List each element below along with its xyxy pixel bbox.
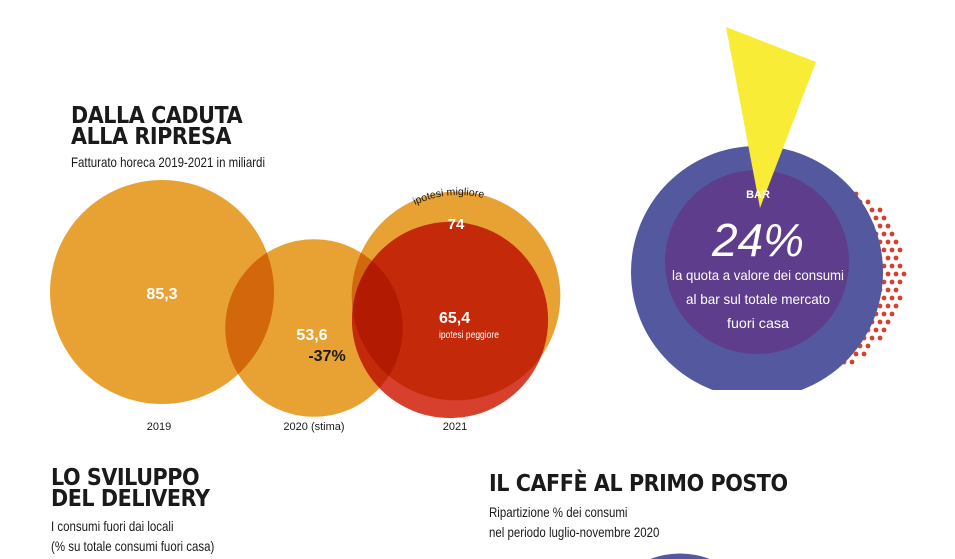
halftone-dot <box>881 231 887 237</box>
coffee-subtitle-line1: Ripartizione % dei consumi <box>489 504 628 520</box>
halftone-dot <box>889 311 895 317</box>
halftone-dot <box>889 231 895 237</box>
bubble-2021-worst <box>351 221 549 419</box>
halftone-dot <box>889 247 895 253</box>
halftone-dot <box>861 351 867 357</box>
category-label-2019: 2019 <box>147 421 171 433</box>
halftone-dot <box>897 247 903 253</box>
halftone-dot <box>893 271 899 277</box>
halftone-dot <box>893 303 899 309</box>
section-title-line1: DALLA CADUTA <box>71 103 243 129</box>
section-subtitle: Fatturato horeca 2019-2021 in miliardi <box>71 154 265 170</box>
halftone-dot <box>893 287 899 293</box>
halftone-dot <box>877 223 883 229</box>
halftone-dot <box>897 279 903 285</box>
halftone-dot <box>881 327 887 333</box>
halftone-dot <box>881 311 887 317</box>
bubble-2019 <box>50 180 274 404</box>
delivery-title-line2: DEL DELIVERY <box>51 486 210 512</box>
halftone-dot <box>897 263 903 269</box>
bar-callout: BAR 24% la quota a valore dei consumi al… <box>631 27 907 390</box>
halftone-dot <box>885 255 891 261</box>
halftone-dot <box>885 287 891 293</box>
bar-inner-circle <box>665 170 849 354</box>
coffee-title: IL CAFFÈ AL PRIMO POSTO <box>489 471 788 497</box>
value-label-2021-worst: 65,4 <box>439 310 470 327</box>
halftone-dot <box>873 215 879 221</box>
change-label-2020: -37% <box>308 348 345 365</box>
halftone-dot <box>873 327 879 333</box>
value-label-2019: 85,3 <box>146 286 177 303</box>
halftone-dot <box>889 263 895 269</box>
halftone-dot <box>889 279 895 285</box>
halftone-dot <box>893 255 899 261</box>
halftone-dot <box>901 271 907 277</box>
halftone-dot <box>885 223 891 229</box>
halftone-dot <box>885 239 891 245</box>
bar-label: BAR <box>746 189 770 201</box>
halftone-dot <box>881 215 887 221</box>
next-chart-peek-shape <box>650 553 710 559</box>
coffee-subtitle: Ripartizione % dei consumi nel periodo l… <box>489 502 659 542</box>
halftone-dot <box>897 295 903 301</box>
delivery-title-line1: LO SVILUPPO <box>51 465 200 491</box>
halftone-dot <box>881 247 887 253</box>
section-title-line2: ALLA RIPRESA <box>71 124 232 150</box>
delivery-subtitle: I consumi fuori dai locali (% su totale … <box>51 516 214 556</box>
value-label-2020: 53,6 <box>296 327 327 344</box>
delivery-subtitle-line1: I consumi fuori dai locali <box>51 518 174 534</box>
halftone-dot <box>853 351 859 357</box>
halftone-dot <box>865 343 871 349</box>
section-title: DALLA CADUTA ALLA RIPRESA <box>71 103 243 150</box>
delivery-subtitle-line2: (% su totale consumi fuori casa) <box>51 538 215 554</box>
halftone-dot <box>893 239 899 245</box>
bar-description-line3: fuori casa <box>727 315 789 331</box>
halftone-dot <box>865 199 871 205</box>
halftone-dot <box>877 303 883 309</box>
category-label-2020: 2020 (stima) <box>283 421 344 433</box>
halftone-dot <box>885 303 891 309</box>
bar-description-line2: al bar sul totale mercato <box>686 291 830 307</box>
bar-percent: 24% <box>711 214 804 266</box>
pointer-triangle <box>726 27 816 208</box>
halftone-dot <box>881 279 887 285</box>
halftone-dot <box>877 335 883 341</box>
halftone-dot <box>877 319 883 325</box>
coffee-subtitle-line2: nel periodo luglio-novembre 2020 <box>489 524 660 540</box>
delivery-title: LO SVILUPPO DEL DELIVERY <box>51 465 210 512</box>
halftone-dot <box>889 295 895 301</box>
halftone-dot <box>877 207 883 213</box>
halftone-dot <box>869 335 875 341</box>
halftone-dot <box>849 359 855 365</box>
halftone-dot <box>869 207 875 213</box>
halftone-dot <box>881 295 887 301</box>
category-label-2021: 2021 <box>443 421 467 433</box>
next-chart-peek <box>650 553 710 559</box>
note-2021-worst: ipotesi peggiore <box>439 329 499 340</box>
bar-description-line1: la quota a valore dei consumi <box>672 267 844 283</box>
halftone-dot <box>885 319 891 325</box>
halftone-dot <box>885 271 891 277</box>
value-label-2021-best: 74 <box>448 216 465 233</box>
